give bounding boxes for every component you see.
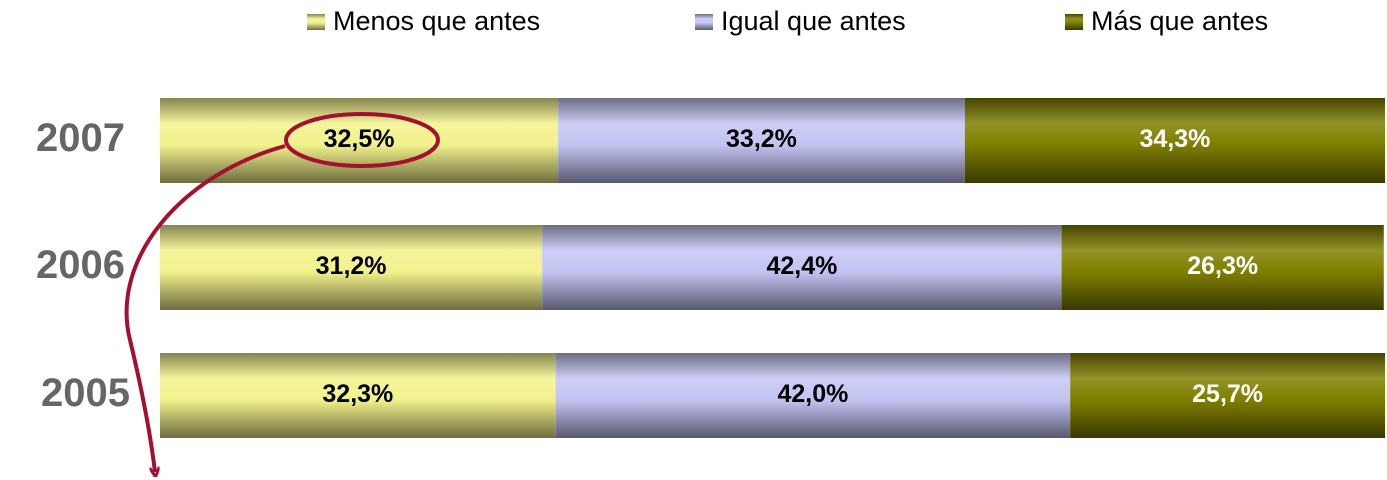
bar-segment xyxy=(160,353,556,438)
annotation-arrow xyxy=(124,144,286,472)
bar-segment xyxy=(1070,353,1385,438)
value-label: 26,3% xyxy=(1187,252,1258,280)
value-label: 32,3% xyxy=(322,380,393,408)
value-label: 42,0% xyxy=(777,380,848,408)
labels: 2007 32,5% 33,2% 34,3% 2006 31,2% 42,4% 26,3% 20… xyxy=(36,116,1263,415)
legend-swatch xyxy=(695,14,713,30)
category-label: 2007 xyxy=(36,116,125,160)
legend-label: Menos que antes xyxy=(333,6,540,36)
value-label: 42,4% xyxy=(766,252,837,280)
category-label: 2005 xyxy=(41,371,130,415)
legend-swatch xyxy=(1065,14,1083,30)
value-label: 34,3% xyxy=(1139,125,1210,153)
legend-label: Más que antes xyxy=(1091,6,1268,36)
legend-label: Igual que antes xyxy=(721,6,906,36)
highlight-ellipse xyxy=(284,112,440,168)
bar-segment xyxy=(555,353,1071,438)
legend: Menos que antes Igual que antes Más que an… xyxy=(307,6,1268,36)
value-label: 32,5% xyxy=(324,125,395,153)
bars xyxy=(160,98,1385,438)
value-label: 31,2% xyxy=(316,252,387,280)
bar-segment xyxy=(542,225,1062,310)
bar-segment xyxy=(964,98,1385,183)
bar-segment xyxy=(160,225,543,310)
value-label: 25,7% xyxy=(1192,380,1263,408)
value-label: 33,2% xyxy=(726,125,797,153)
category-label: 2006 xyxy=(36,243,125,287)
legend-swatch xyxy=(307,14,325,30)
bar-segment xyxy=(1061,225,1384,310)
bar-segment xyxy=(558,98,965,183)
